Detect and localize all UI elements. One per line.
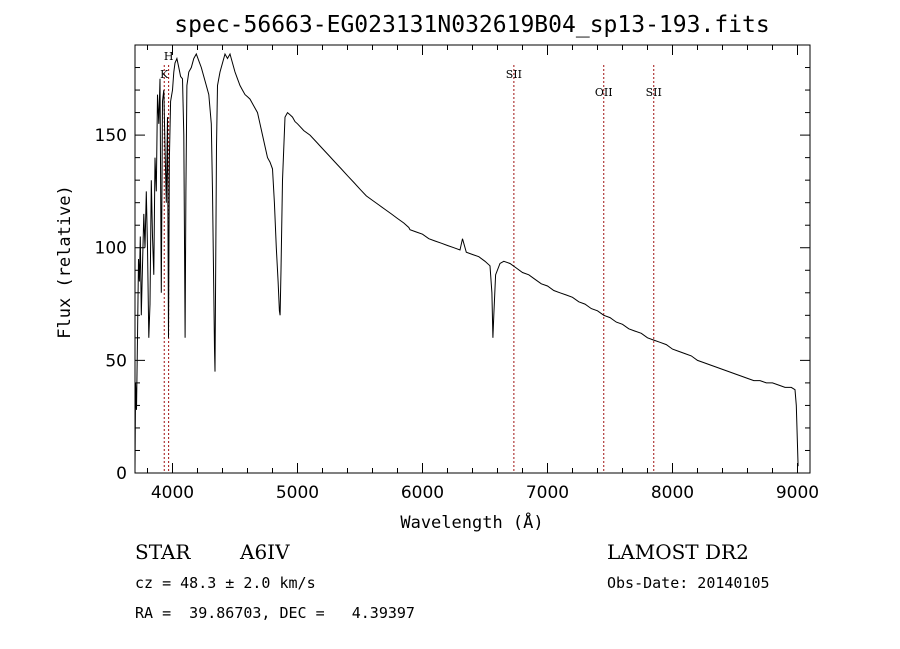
redshift-cz: cz = 48.3 ± 2.0 km/s [135,574,316,592]
emission-line-label: SII [646,86,662,99]
y-axis-label: Flux (relative) [55,185,75,339]
x-tick-label: 8000 [651,483,694,503]
flux-series-line [134,52,799,469]
object-class: STAR [135,540,191,564]
emission-line-label: SII [506,68,522,81]
survey-name: LAMOST DR2 [607,540,749,564]
y-tick-label: 50 [105,351,127,371]
ra-dec: RA = 39.86703, DEC = 4.39397 [135,604,415,622]
x-tick-label: 7000 [526,483,569,503]
x-tick-label: 4000 [151,483,194,503]
plot-frame [134,44,811,474]
emission-line-label: H [164,50,174,63]
chart-title: spec-56663-EG023131N032619B04_sp13-193.f… [174,12,769,38]
y-tick-label: 0 [116,464,127,484]
y-tick-label: 100 [95,239,127,259]
y-tick-label: 150 [95,126,127,146]
observation-date: Obs-Date: 20140105 [607,574,770,592]
x-tick-label: 9000 [776,483,819,503]
x-tick-label: 5000 [276,483,319,503]
x-tick-label: 6000 [401,483,444,503]
object-subclass: A6IV [240,540,290,564]
emission-line-label: OII [595,86,613,99]
emission-line-label: K [160,68,169,81]
x-axis-label: Wavelength (Å) [400,511,543,533]
